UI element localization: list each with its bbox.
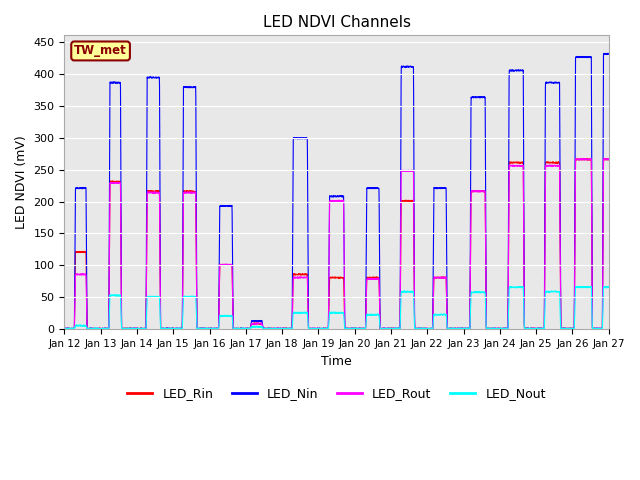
Y-axis label: LED NDVI (mV): LED NDVI (mV) — [15, 135, 28, 229]
Title: LED NDVI Channels: LED NDVI Channels — [262, 15, 411, 30]
X-axis label: Time: Time — [321, 355, 352, 368]
Text: TW_met: TW_met — [74, 45, 127, 58]
Legend: LED_Rin, LED_Nin, LED_Rout, LED_Nout: LED_Rin, LED_Nin, LED_Rout, LED_Nout — [122, 383, 551, 406]
